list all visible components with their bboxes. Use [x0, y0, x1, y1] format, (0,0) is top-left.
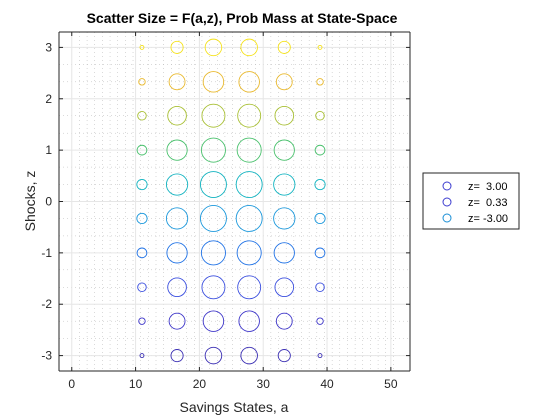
- scatter-point: [314, 212, 326, 225]
- x-tick-label: 0: [68, 377, 75, 391]
- scatter-point: [201, 103, 226, 128]
- y-tick-label: 2: [45, 92, 52, 106]
- scatter-point: [201, 275, 226, 300]
- scatter-point: [238, 71, 260, 93]
- scatter-point: [314, 144, 326, 156]
- scatter-point: [139, 44, 145, 50]
- grid: [59, 32, 410, 371]
- scatter-point: [235, 171, 263, 199]
- scatter-point: [314, 247, 326, 259]
- legend-box: [422, 172, 520, 230]
- x-axis-label: Savings States, a: [180, 399, 289, 415]
- x-tick-label: 40: [320, 377, 334, 391]
- scatter-point: [273, 139, 295, 161]
- scatter-point: [137, 110, 147, 121]
- scatter-point: [277, 349, 291, 363]
- legend-label: z= -3.00: [468, 213, 508, 225]
- legend-entries: z= 3.00 z= 0.33 z= -3.00: [442, 181, 508, 225]
- y-axis-label: Shocks, z: [22, 171, 38, 232]
- scatter-point: [315, 282, 325, 293]
- scatter-point: [200, 137, 226, 163]
- scatter-point: [199, 204, 227, 232]
- scatter-point: [136, 144, 148, 156]
- scatter-point: [236, 240, 262, 266]
- chart-title: Scatter Size = F(a,z), Prob Mass at Stat…: [87, 10, 398, 26]
- scatter-point: [168, 73, 186, 91]
- legend-marker: [442, 197, 452, 207]
- scatter-point: [167, 277, 187, 298]
- scatter-point: [166, 139, 188, 161]
- scatter-point: [274, 105, 295, 126]
- y-tick-label: -1: [41, 246, 52, 260]
- x-tick-label: 10: [129, 377, 143, 391]
- legend-marker: [442, 213, 452, 223]
- scatter-point: [167, 105, 187, 126]
- scatter-point: [237, 103, 262, 128]
- scatter-point: [275, 73, 293, 91]
- scatter-point: [200, 240, 226, 266]
- y-tick-label: -3: [41, 349, 52, 363]
- scatter-point: [315, 110, 325, 121]
- scatter-point: [237, 275, 262, 300]
- scatter-point: [204, 346, 223, 365]
- scatter-point: [166, 242, 188, 264]
- scatter-point: [199, 171, 227, 199]
- scatter-point: [202, 310, 225, 332]
- y-tick-label: 3: [45, 40, 52, 54]
- scatter-point: [235, 204, 263, 232]
- scatter-point: [238, 310, 260, 332]
- y-tick-label: -2: [41, 297, 52, 311]
- legend-label: z= 3.00: [468, 181, 507, 193]
- scatter-point: [170, 349, 184, 363]
- scatter-point: [136, 178, 148, 191]
- scatter-point: [240, 38, 258, 57]
- scatter-point: [275, 312, 293, 330]
- scatter-point: [236, 137, 262, 163]
- scatter-point: [273, 173, 296, 196]
- x-tick-label: 30: [257, 377, 271, 391]
- y-tick-label: 1: [45, 143, 52, 157]
- scatter-point: [138, 317, 146, 325]
- marker-layer: [136, 38, 326, 365]
- legend-marker: [442, 181, 452, 191]
- scatter-point: [316, 317, 324, 325]
- tick-labels: 0 10 20 30 40 50 -3 -2 -1 0 1 2 3: [41, 32, 410, 391]
- scatter-point: [165, 173, 189, 196]
- legend: z= 3.00 z= 0.33 z= -3.00: [422, 172, 520, 230]
- scatter-point: [136, 212, 148, 225]
- scatter-point: [165, 207, 189, 230]
- scatter-point: [168, 312, 186, 330]
- scatter-point: [136, 247, 148, 259]
- scatter-point: [316, 78, 324, 86]
- x-tick-label: 20: [193, 377, 207, 391]
- y-tick-label: 0: [45, 195, 52, 209]
- scatter-point: [202, 71, 225, 93]
- scatter-point: [137, 282, 147, 293]
- scatter-point: [274, 277, 295, 298]
- scatter-point: [273, 207, 296, 230]
- scatter-point: [138, 78, 146, 86]
- scatter-point: [139, 353, 145, 359]
- scatter-point: [317, 44, 323, 50]
- scatter-point: [314, 178, 326, 191]
- scatter-point: [170, 40, 184, 54]
- legend-label: z= 0.33: [468, 197, 507, 209]
- scatter-point: [240, 346, 258, 365]
- scatter-point: [204, 38, 223, 57]
- x-tick-label: 50: [384, 377, 398, 391]
- scatter-point: [277, 40, 291, 54]
- scatter-point: [317, 353, 323, 359]
- scatter-point: [273, 242, 295, 264]
